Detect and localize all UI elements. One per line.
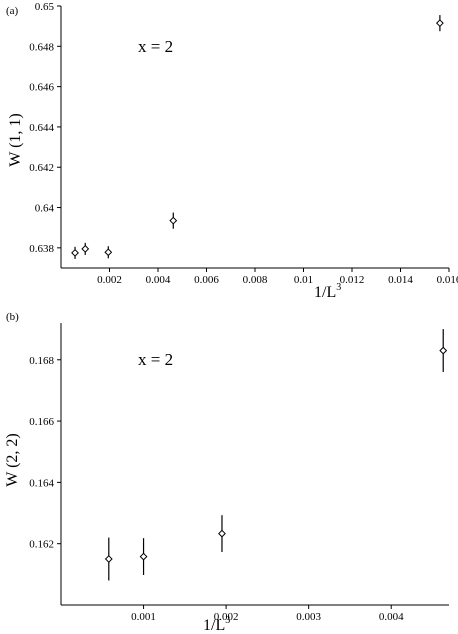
- y-tick-label-a: 0.646: [29, 82, 54, 94]
- y-tick-label-a: 0.642: [29, 162, 54, 174]
- y-axis-label-a: W (1, 1): [7, 113, 24, 166]
- x-tick-label-a: 0.016: [437, 274, 458, 286]
- y-tick-label-b: 0.166: [29, 416, 54, 428]
- data-point-b: [439, 346, 448, 355]
- x-axis-label-a: 1/L3: [314, 282, 341, 301]
- annotation-a: x = 2: [138, 37, 173, 56]
- y-tick-label-a: 0.638: [29, 243, 54, 255]
- y-tick-label-a: 0.648: [29, 41, 54, 53]
- panel-label-a: (a): [6, 5, 19, 17]
- annotation-b: x = 2: [138, 350, 173, 369]
- y-axis-label-b: W (2, 2): [4, 433, 21, 486]
- x-tick-label-b: 0.001: [131, 611, 156, 623]
- x-axis-label-b: 1/L3: [203, 615, 230, 634]
- x-tick-label-b: 0.002: [214, 611, 239, 623]
- x-axis-label-text-b: 1/L: [203, 617, 225, 634]
- data-point-a: [104, 248, 113, 257]
- data-point-b: [139, 552, 148, 561]
- x-tick-label-b: 0.004: [379, 611, 404, 623]
- x-tick-label-a: 0.002: [97, 274, 122, 286]
- data-point-a: [169, 216, 178, 225]
- data-point-a: [71, 248, 79, 257]
- x-axis-label-sup-b: 3: [225, 615, 230, 626]
- x-tick-label-a: 0.008: [243, 274, 268, 286]
- x-tick-label-a: 0.01: [294, 274, 313, 286]
- x-tick-label-a: 0.014: [388, 274, 413, 286]
- y-tick-label-b: 0.162: [29, 539, 54, 551]
- x-axis-label-sup-a: 3: [336, 282, 341, 293]
- x-tick-label-b: 0.003: [296, 611, 321, 623]
- data-point-a: [435, 19, 444, 28]
- y-tick-label-b: 0.168: [29, 355, 54, 367]
- y-tick-label-a: 0.64: [35, 203, 55, 215]
- marks-a: 0.002 0.004 0.006 0.008 0.01 0.012 0.014 0.016 0…: [29, 1, 458, 286]
- data-point-b: [218, 529, 226, 538]
- panel-a: (a) x = 2 1/L3 W (1, 1) 0.002 0.004 0.006 0…: [6, 1, 458, 301]
- panel-label-b: (b): [6, 311, 19, 323]
- x-tick-label-a: 0.006: [194, 274, 219, 286]
- y-tick-label-a: 0.644: [29, 122, 54, 134]
- panel-b: (b) x = 2 1/L3 W (2, 2) 0.001 0.002 0.003 0…: [4, 311, 449, 634]
- y-tick-label-a: 0.65: [35, 1, 55, 13]
- x-axis-label-text-a: 1/L: [314, 284, 336, 301]
- x-tick-label-a: 0.004: [146, 274, 171, 286]
- marks-b: 0.001 0.002 0.003 0.004 0.162 0.164 0.166 0.168: [29, 323, 449, 623]
- data-point-a: [81, 244, 90, 253]
- data-point-b: [104, 555, 113, 563]
- y-tick-label-b: 0.164: [29, 477, 54, 489]
- x-tick-label-a: 0.012: [340, 274, 365, 286]
